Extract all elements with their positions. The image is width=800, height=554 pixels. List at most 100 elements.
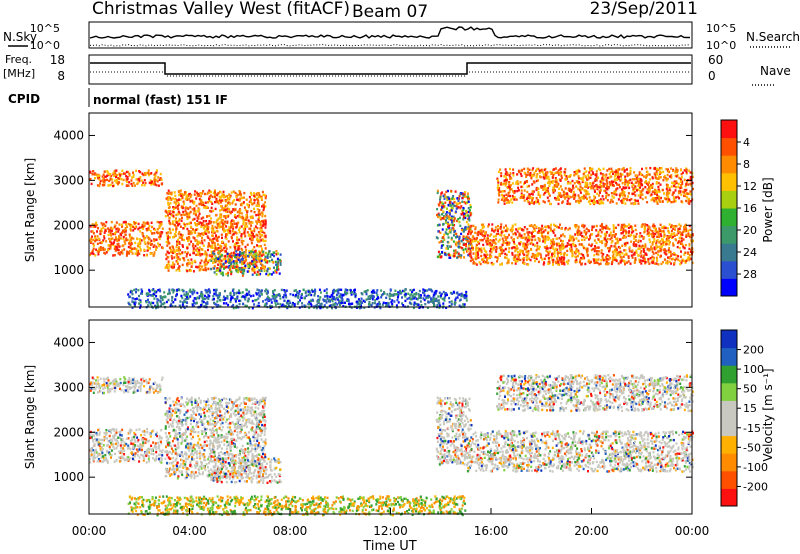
range-cell bbox=[602, 226, 605, 229]
range-cell bbox=[684, 230, 687, 233]
range-cell bbox=[525, 244, 528, 248]
range-cell bbox=[121, 182, 124, 186]
range-cell bbox=[193, 200, 196, 204]
range-cell bbox=[586, 247, 589, 250]
range-cell bbox=[643, 246, 646, 249]
range-cell bbox=[135, 247, 138, 251]
range-cell bbox=[178, 193, 181, 197]
range-cell bbox=[446, 189, 449, 193]
range-cell bbox=[482, 260, 485, 264]
range-cell bbox=[535, 257, 538, 261]
range-cell bbox=[120, 172, 123, 176]
range-cell bbox=[462, 303, 465, 306]
range-cell bbox=[230, 191, 233, 194]
range-cell bbox=[229, 266, 232, 269]
range-cell bbox=[89, 177, 92, 181]
range-cell bbox=[647, 226, 650, 229]
range-cell bbox=[235, 253, 238, 257]
range-cell bbox=[297, 300, 300, 304]
range-cell bbox=[675, 238, 678, 242]
range-cell bbox=[380, 289, 383, 292]
range-cell bbox=[621, 244, 624, 247]
range-cell bbox=[317, 300, 320, 303]
range-cell bbox=[277, 260, 280, 263]
range-cell bbox=[215, 219, 218, 222]
range-cell bbox=[149, 241, 152, 244]
range-cell bbox=[615, 202, 618, 205]
range-cell bbox=[181, 288, 184, 292]
range-cell bbox=[452, 204, 455, 207]
range-cell bbox=[243, 206, 246, 209]
range-cell bbox=[145, 235, 148, 238]
range-cell bbox=[686, 234, 689, 238]
range-cell bbox=[312, 290, 315, 293]
range-cell bbox=[274, 301, 277, 304]
range-cell bbox=[605, 187, 608, 190]
range-cell bbox=[417, 293, 420, 296]
range-cell bbox=[451, 292, 454, 295]
range-cell bbox=[587, 260, 590, 263]
range-cell bbox=[251, 299, 254, 303]
range-cell bbox=[475, 237, 478, 240]
range-cell bbox=[344, 301, 346, 304]
range-cell bbox=[210, 206, 213, 210]
range-cell bbox=[149, 243, 152, 247]
range-cell bbox=[454, 298, 457, 301]
range-cell bbox=[416, 298, 419, 301]
range-cell bbox=[97, 253, 100, 256]
range-cell bbox=[233, 246, 236, 249]
range-cell bbox=[511, 262, 514, 265]
range-cell bbox=[628, 223, 631, 226]
range-cell bbox=[540, 168, 543, 172]
range-cell bbox=[215, 256, 218, 259]
range-cell bbox=[522, 261, 525, 264]
range-cell bbox=[469, 213, 472, 217]
range-cell bbox=[670, 229, 673, 233]
range-cell bbox=[270, 301, 273, 304]
range-cell bbox=[543, 168, 546, 172]
range-cell bbox=[365, 290, 368, 293]
range-cell bbox=[623, 242, 626, 245]
range-cell bbox=[547, 238, 550, 241]
range-cell bbox=[95, 223, 98, 227]
range-cell bbox=[167, 231, 170, 234]
range-cell bbox=[440, 204, 443, 207]
range-cell bbox=[168, 292, 171, 295]
range-cell bbox=[511, 201, 514, 204]
range-cell bbox=[560, 176, 563, 180]
range-cell bbox=[195, 297, 198, 301]
range-cell bbox=[92, 232, 95, 235]
range-cell bbox=[215, 197, 218, 201]
range-cell bbox=[595, 261, 598, 264]
range-cell bbox=[571, 250, 574, 253]
range-cell bbox=[89, 253, 92, 257]
range-cell bbox=[221, 195, 224, 198]
range-cell bbox=[387, 301, 390, 305]
range-cell bbox=[128, 302, 131, 306]
range-cell bbox=[658, 175, 661, 178]
range-cell bbox=[547, 175, 550, 178]
range-cell bbox=[469, 206, 472, 209]
range-cell bbox=[448, 209, 451, 213]
range-cell bbox=[227, 231, 230, 234]
range-cell bbox=[210, 239, 213, 242]
range-cell bbox=[537, 260, 540, 264]
range-cell bbox=[625, 253, 628, 256]
range-cell bbox=[682, 238, 685, 241]
range-cell bbox=[95, 221, 98, 224]
range-cell bbox=[549, 226, 552, 229]
range-cell bbox=[462, 243, 465, 246]
range-cell bbox=[553, 242, 556, 246]
range-cell bbox=[340, 296, 343, 300]
range-cell bbox=[218, 223, 221, 226]
range-cell bbox=[270, 305, 273, 308]
range-cell bbox=[219, 266, 222, 269]
range-cell bbox=[444, 294, 447, 297]
range-cell bbox=[493, 245, 496, 248]
range-cell bbox=[442, 202, 445, 206]
range-cell bbox=[689, 233, 692, 237]
range-cell bbox=[210, 267, 213, 271]
range-cell bbox=[241, 271, 244, 274]
range-cell bbox=[620, 223, 623, 227]
range-cell bbox=[102, 239, 105, 242]
